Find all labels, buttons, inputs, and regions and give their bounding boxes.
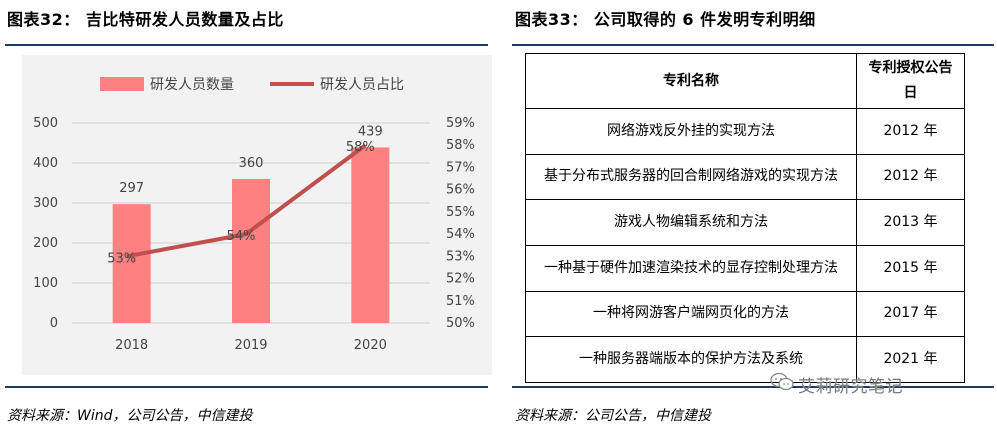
combo-chart: 0 100 200 300 400 500 50% 51% 52% 53% 54% 55% 56% 57%… [33, 77, 475, 353]
grant-date-cell: 2021 年 [856, 336, 965, 383]
bar [112, 204, 151, 323]
x-tick-label: 2018 [115, 338, 148, 353]
y-right-tick-label: 52% [446, 272, 475, 287]
bar-data-label: 439 [358, 124, 383, 139]
left-bottom-rule [5, 386, 488, 388]
legend-bar-label: 研发人员数量 [150, 77, 234, 93]
chart-title: 图表32： 吉比特研发人员数量及占比 [7, 10, 284, 29]
right-top-rule [512, 44, 994, 46]
line-data-label: 53% [107, 251, 136, 266]
legend-line-label: 研发人员占比 [320, 77, 404, 93]
y-left-tick-label: 0 [50, 316, 58, 331]
table-row: 一种将网游客户端网页化的方法 2017 年 [525, 290, 965, 338]
y-left-tick-label: 300 [33, 196, 58, 211]
bar-data-label: 360 [239, 156, 264, 171]
bar-data-label: 297 [119, 181, 144, 196]
grant-date-cell: 2012 年 [856, 108, 965, 155]
grant-date-cell: 2012 年 [856, 153, 965, 201]
watermark: 艾莉研究笔记 [798, 377, 903, 397]
wechat-icon [770, 372, 794, 391]
table-header-row: 专利名称 专利授权公告日 [525, 53, 965, 109]
y-right-tick-label: 54% [446, 227, 475, 242]
patent-name-cell: 基于分布式服务器的回合制网络游戏的实现方法 [525, 153, 857, 201]
y-right-tick-label: 58% [446, 138, 475, 153]
grant-date-cell: 2013 年 [856, 199, 965, 246]
table-row: 一种基于硬件加速渲染技术的显存控制处理方法 2015 年 [525, 244, 965, 292]
table-row: 基于分布式服务器的回合制网络游戏的实现方法 2012 年 [525, 153, 965, 201]
y-right-tick-label: 59% [446, 116, 475, 131]
patent-name-cell: 网络游戏反外挂的实现方法 [525, 108, 857, 155]
right-source-note: 资料来源：公司公告，中信建投 [515, 408, 711, 424]
y-left-tick-label: 100 [33, 276, 58, 291]
grant-date-cell: 2015 年 [856, 244, 965, 292]
y-left-tick-label: 400 [33, 156, 58, 171]
x-tick-label: 2019 [234, 338, 267, 353]
header-patent-name: 专利名称 [525, 53, 857, 109]
legend-bar-swatch [100, 77, 144, 91]
line-data-label: 54% [227, 229, 256, 244]
table-title: 图表33： 公司取得的 6 件发明专利明细 [515, 10, 816, 29]
bar [351, 147, 390, 323]
x-tick-label: 2020 [354, 338, 387, 353]
table-row: 一种服务器端版本的保护方法及系统 2021 年 [525, 336, 965, 383]
y-right-tick-label: 56% [446, 183, 475, 198]
right-bottom-rule [512, 386, 994, 388]
y-left-tick-label: 500 [33, 116, 58, 131]
patent-name-cell: 一种服务器端版本的保护方法及系统 [525, 336, 857, 383]
y-right-tick-label: 55% [446, 205, 475, 220]
patent-table: 专利名称 专利授权公告日 网络游戏反外挂的实现方法 2012 年 基于分布式服务… [525, 53, 965, 383]
left-source-note: 资料来源：Wind，公司公告，中信建投 [7, 408, 253, 424]
y-left-tick-label: 200 [33, 236, 58, 251]
header-grant-date: 专利授权公告日 [856, 53, 965, 109]
table-row: 网络游戏反外挂的实现方法 2012 年 [525, 108, 965, 155]
bar [232, 179, 270, 323]
grant-date-cell: 2017 年 [856, 290, 965, 338]
y-right-tick-label: 53% [446, 249, 475, 264]
chart-panel: 0 100 200 300 400 500 50% 51% 52% 53% 54% 55% 56% 57%… [22, 55, 492, 375]
patent-name-cell: 游戏人物编辑系统和方法 [525, 199, 857, 246]
line-data-label: 58% [346, 140, 375, 155]
y-right-tick-label: 50% [446, 316, 475, 331]
table-row: 游戏人物编辑系统和方法 2013 年 [525, 199, 965, 246]
patent-name-cell: 一种基于硬件加速渲染技术的显存控制处理方法 [525, 244, 857, 292]
y-right-tick-label: 57% [446, 160, 475, 175]
patent-name-cell: 一种将网游客户端网页化的方法 [525, 290, 857, 338]
y-right-tick-label: 51% [446, 294, 475, 309]
left-top-rule [5, 44, 488, 46]
